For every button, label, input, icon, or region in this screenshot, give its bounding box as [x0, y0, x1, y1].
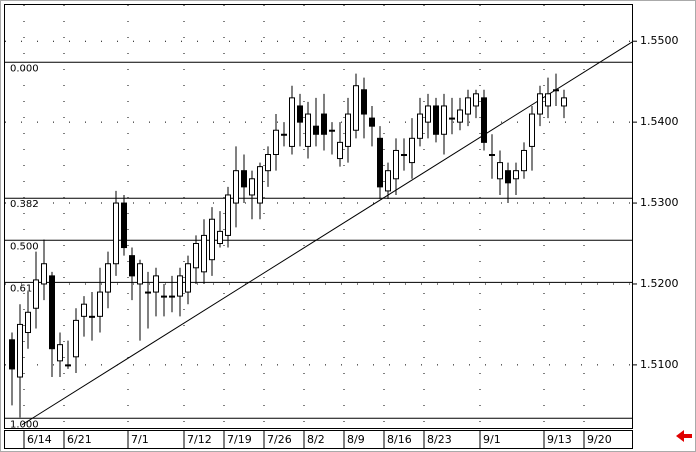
candle-body — [17, 323, 23, 378]
candle-body — [513, 170, 519, 180]
x-tick-label: 8/23 — [427, 433, 452, 446]
x-tick-label: 6/21 — [67, 433, 92, 446]
candle-body — [25, 311, 31, 334]
candle-body — [241, 170, 247, 188]
candle-body — [113, 202, 119, 265]
scroll-arrow[interactable] — [676, 430, 692, 442]
candle-body — [177, 275, 183, 297]
candle-body — [489, 154, 495, 157]
x-tick-label: 9/1 — [483, 433, 501, 446]
candle-body — [441, 105, 447, 135]
x-tick-label: 8/16 — [387, 433, 412, 446]
candle-body — [433, 105, 439, 135]
candle-body — [265, 154, 271, 172]
y-tick-label: 1.5100 — [640, 358, 679, 371]
candle-body — [329, 129, 335, 132]
candle-body — [553, 89, 559, 92]
candle-body — [225, 194, 231, 236]
candle-body — [377, 137, 383, 188]
candle-body — [233, 170, 239, 204]
candle-body — [97, 291, 103, 317]
candle-body — [305, 113, 311, 147]
candle-body — [81, 303, 87, 317]
candle-body — [449, 117, 455, 120]
y-tick-label: 1.5200 — [640, 277, 679, 290]
candle-body — [73, 319, 79, 358]
candle-body — [249, 178, 255, 196]
fib-label: 0.618 — [10, 283, 39, 294]
fib-label: 0.500 — [10, 241, 39, 252]
candle-body — [105, 263, 111, 293]
candle-body — [281, 133, 287, 136]
x-tick-label: 9/20 — [587, 433, 612, 446]
candle-body — [337, 141, 343, 160]
candle-body — [473, 93, 479, 107]
x-tick-label: 7/26 — [267, 433, 292, 446]
candle-body — [121, 202, 127, 249]
candle-body — [505, 170, 511, 184]
candle-body — [529, 113, 535, 147]
candle-body — [361, 89, 367, 115]
candle-body — [217, 230, 223, 245]
candle-body — [417, 113, 423, 139]
x-tick-label: 9/13 — [547, 433, 572, 446]
x-tick-label: 7/19 — [227, 433, 252, 446]
candle-body — [425, 105, 431, 123]
candle-body — [129, 255, 135, 277]
x-tick-label: 6/14 — [27, 433, 52, 446]
candle-body — [65, 364, 71, 367]
candle-body — [201, 234, 207, 273]
candle-body — [193, 243, 199, 269]
candle-body — [41, 263, 47, 285]
y-tick-label: 1.5300 — [640, 196, 679, 209]
candle-body — [57, 344, 63, 362]
candle-body — [169, 295, 175, 298]
candle-body — [497, 162, 503, 180]
candle-body — [289, 97, 295, 147]
candle-body — [521, 149, 527, 172]
candle-body — [257, 166, 263, 204]
candle-body — [393, 149, 399, 180]
candle-body — [273, 129, 279, 156]
y-tick-label: 1.5400 — [640, 115, 679, 128]
x-axis-strip — [4, 430, 633, 449]
candle-body — [49, 275, 55, 350]
candle-body — [297, 105, 303, 123]
candle-body — [321, 113, 327, 135]
candle-body — [9, 339, 15, 370]
candle-body — [353, 85, 359, 131]
candle-body — [481, 97, 487, 143]
candle-body — [33, 279, 39, 309]
y-tick-label: 1.5500 — [640, 34, 679, 47]
x-tick-label: 8/9 — [347, 433, 365, 446]
x-tick-label: 7/12 — [187, 433, 212, 446]
candle-body — [561, 97, 567, 107]
trendline — [21, 41, 633, 426]
x-tick-label: 7/1 — [131, 433, 149, 446]
candle-body — [209, 218, 215, 261]
candle-body — [537, 93, 543, 115]
fib-label: 1.000 — [10, 419, 39, 430]
candle-body — [545, 93, 551, 107]
candle-body — [465, 97, 471, 115]
x-tick-label: 8/2 — [307, 433, 325, 446]
candle-body — [185, 263, 191, 293]
candle-body — [89, 315, 95, 318]
fib-label: 0.382 — [10, 199, 39, 210]
plot-area — [4, 4, 633, 429]
candle-body — [457, 109, 463, 123]
candle-body — [137, 263, 143, 285]
candle-body — [409, 137, 415, 164]
candle-body — [345, 113, 351, 147]
candle-body — [145, 291, 151, 294]
candle-body — [161, 295, 167, 298]
candle-body — [385, 170, 391, 192]
fib-label: 0.000 — [10, 63, 39, 74]
candle-body — [369, 117, 375, 127]
candle-body — [153, 275, 159, 293]
candle-body — [313, 125, 319, 135]
candle-body — [401, 154, 407, 157]
